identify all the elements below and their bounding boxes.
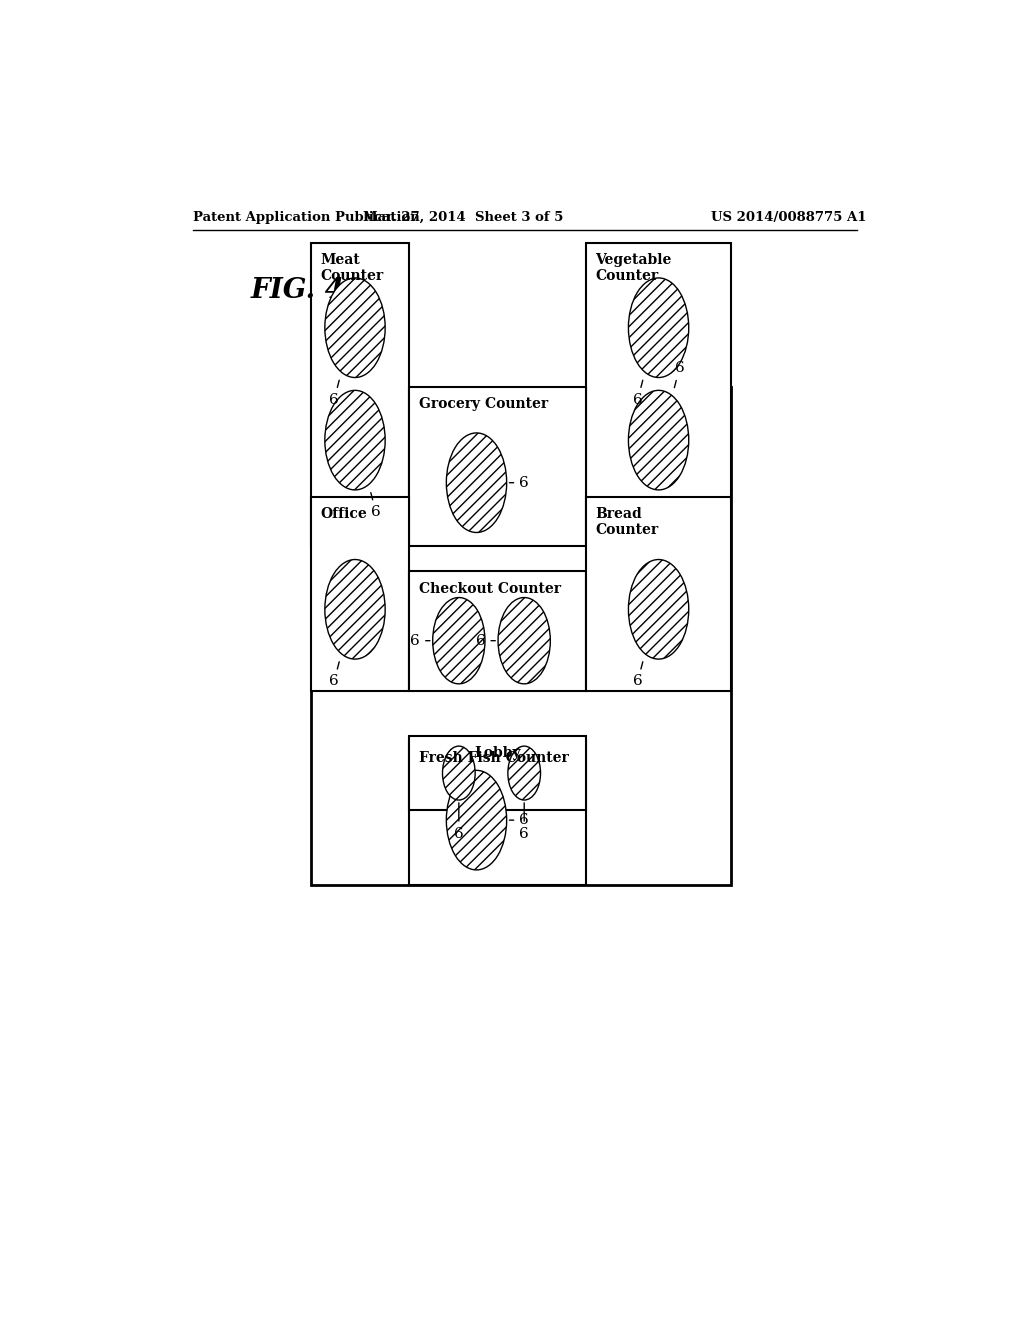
Text: 6: 6 — [509, 813, 529, 828]
Bar — [586, 243, 731, 546]
Ellipse shape — [508, 746, 541, 800]
Text: 6: 6 — [633, 661, 643, 689]
Bar — [410, 741, 586, 886]
Ellipse shape — [446, 771, 507, 870]
Text: 6: 6 — [329, 380, 339, 407]
Text: Office: Office — [321, 507, 367, 521]
Text: Vegetable
Counter: Vegetable Counter — [596, 253, 672, 282]
Text: Patent Application Publication: Patent Application Publication — [194, 211, 420, 224]
Text: 6: 6 — [329, 661, 339, 689]
Ellipse shape — [442, 746, 475, 800]
Text: Checkout Counter: Checkout Counter — [419, 582, 561, 595]
Bar — [310, 243, 410, 546]
Ellipse shape — [325, 391, 385, 490]
Text: Mar. 27, 2014  Sheet 3 of 5: Mar. 27, 2014 Sheet 3 of 5 — [362, 211, 563, 224]
Ellipse shape — [629, 279, 689, 378]
Text: 6: 6 — [675, 360, 684, 388]
Ellipse shape — [325, 279, 385, 378]
Text: 6: 6 — [454, 803, 464, 841]
Text: 6: 6 — [371, 492, 381, 519]
Text: Grocery Counter: Grocery Counter — [419, 397, 548, 412]
Bar — [410, 735, 586, 810]
Ellipse shape — [629, 560, 689, 659]
Bar — [586, 496, 731, 690]
Text: Bread
Counter: Bread Counter — [596, 507, 658, 537]
Bar — [310, 387, 731, 886]
Text: 6: 6 — [411, 634, 430, 648]
Ellipse shape — [446, 433, 507, 532]
Bar — [410, 387, 586, 546]
Text: 6: 6 — [476, 634, 496, 648]
Text: 6: 6 — [633, 380, 643, 407]
Text: Lobby: Lobby — [474, 746, 521, 760]
Text: US 2014/0088775 A1: US 2014/0088775 A1 — [712, 211, 866, 224]
Ellipse shape — [325, 560, 385, 659]
Text: Meat
Counter: Meat Counter — [321, 253, 383, 282]
Text: Fresh Fish Counter: Fresh Fish Counter — [419, 751, 568, 764]
Ellipse shape — [498, 598, 550, 684]
Text: 6: 6 — [519, 803, 529, 841]
Bar — [410, 572, 586, 690]
Ellipse shape — [433, 598, 485, 684]
Text: 6: 6 — [509, 475, 529, 490]
Bar — [310, 496, 410, 690]
Text: FIG. 4: FIG. 4 — [251, 277, 345, 304]
Ellipse shape — [629, 391, 689, 490]
